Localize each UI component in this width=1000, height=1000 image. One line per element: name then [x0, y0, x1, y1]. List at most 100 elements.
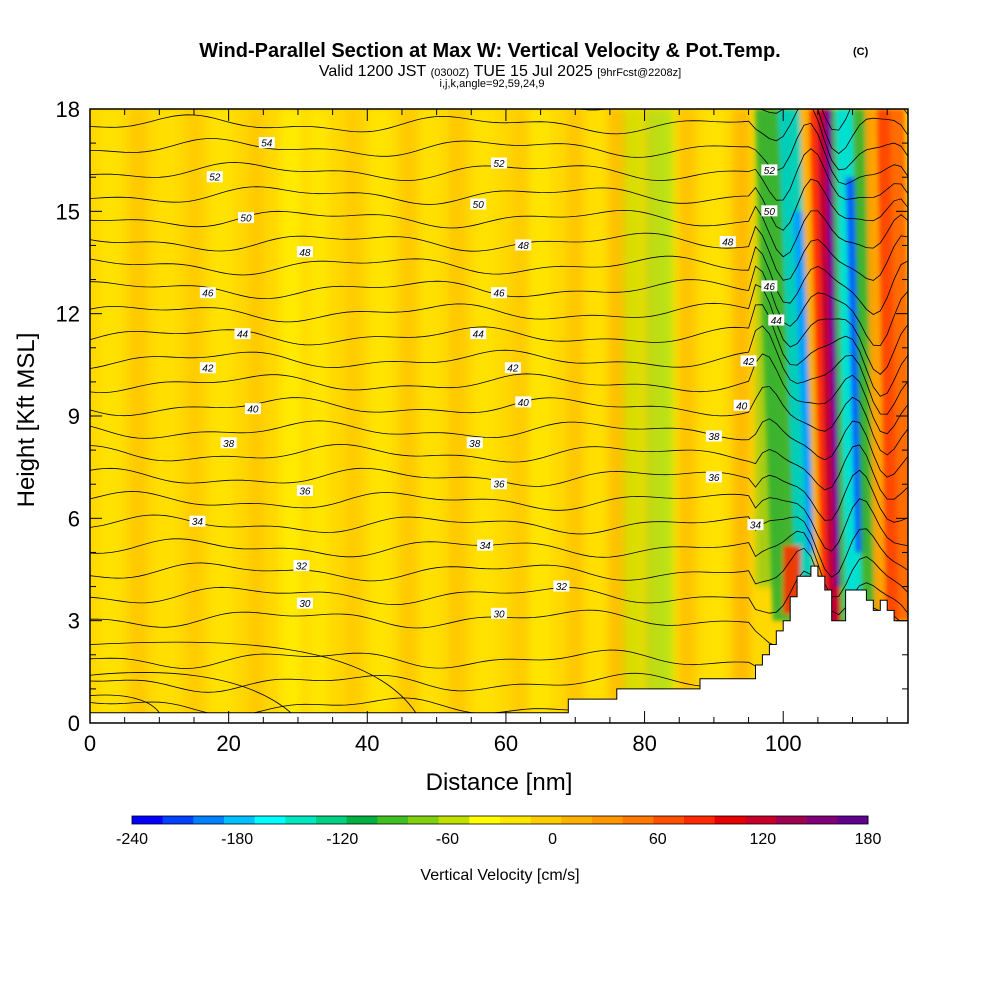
- colorbar-swatch: [132, 816, 164, 824]
- theta-label-text: 50: [764, 207, 776, 218]
- velocity-band-dark: [608, 109, 626, 723]
- theta-label-text: 48: [722, 238, 734, 249]
- theta-label-text: 50: [240, 214, 252, 225]
- colorbar-swatch: [285, 816, 317, 824]
- terrain-mask: [90, 565, 908, 723]
- velocity-band-light: [474, 109, 496, 723]
- theta-contour-label: 44: [768, 314, 785, 327]
- y-tick-label: 6: [68, 506, 80, 531]
- colorbar-swatch: [561, 816, 593, 824]
- theta-label-text: 46: [764, 282, 776, 293]
- theta-label-box: [740, 355, 757, 367]
- theta-label-box: [705, 430, 722, 442]
- theta-label-box: [705, 471, 722, 483]
- colorbar-swatch: [377, 816, 409, 824]
- theta-contour-label: 48: [296, 246, 313, 259]
- theta-label-box: [234, 328, 251, 340]
- theta-contour-label: 52: [206, 171, 223, 184]
- theta-label-box: [189, 515, 206, 527]
- colorbar-swatch: [592, 816, 624, 824]
- theta-contour-label: 38: [466, 437, 483, 450]
- theta-label-text: 48: [518, 241, 530, 252]
- theta-contour-line: [90, 694, 160, 713]
- colorbar-tick-label: -60: [436, 831, 459, 848]
- colorbar-swatch: [346, 816, 378, 824]
- colorbar-swatch: [438, 816, 470, 824]
- theta-label-box: [515, 396, 532, 408]
- colorbar-tick-label: 60: [649, 831, 667, 848]
- theta-label-box: [761, 205, 778, 217]
- theta-contour-line: [90, 641, 417, 713]
- theta-label-box: [491, 287, 507, 299]
- theta-contour-label: 48: [515, 239, 532, 252]
- subtitle-forecast: [9hrFcst@2208z]: [597, 67, 681, 79]
- theta-contour-label: 30: [491, 607, 507, 620]
- velocity-band-dark: [511, 109, 529, 723]
- velocity-band-light: [585, 109, 607, 723]
- y-tick-label: 3: [68, 609, 80, 634]
- colorbar-swatch: [806, 816, 838, 824]
- velocity-band-light: [530, 109, 551, 723]
- theta-contour-label: 30: [296, 597, 313, 610]
- theta-contour-line: [90, 225, 908, 281]
- velocity-band-dark: [345, 109, 362, 723]
- theta-label-text: 34: [750, 521, 762, 532]
- subtitle-utc-time: (0300Z): [431, 67, 470, 79]
- theta-contour-line: [90, 109, 908, 171]
- theta-label-box: [237, 212, 254, 224]
- theta-label-box: [470, 198, 487, 210]
- x-axis-label: Distance [nm]: [426, 769, 573, 796]
- theta-label-text: 42: [743, 357, 755, 368]
- theta-label-text: 42: [202, 364, 214, 375]
- velocity-band-dark: [733, 109, 750, 723]
- y-tick-label: 15: [56, 199, 80, 224]
- colorbar-swatch: [224, 816, 256, 824]
- theta-label-box: [491, 157, 507, 169]
- theta-label-text: 32: [296, 562, 308, 573]
- colorbar-tick-label: -120: [326, 831, 358, 848]
- velocity-band-light: [308, 109, 330, 723]
- theta-contour-label: 50: [470, 198, 487, 211]
- colorbar-swatch: [622, 816, 654, 824]
- theta-label-box: [296, 246, 313, 258]
- colorbar-tick-label: 0: [548, 831, 557, 848]
- theta-contour-label: 42: [199, 362, 216, 375]
- theta-label-box: [761, 280, 778, 292]
- theta-label-box: [768, 314, 785, 326]
- theta-label-box: [206, 171, 223, 183]
- theta-label-text: 48: [299, 248, 311, 259]
- colorbar-tick-label: 180: [855, 831, 882, 848]
- theta-contour-label: 46: [199, 287, 216, 300]
- theta-contour-labels: 54 52 52 52 50 50 50 48 48 48 46 46 46 44 44 44 42 42 42 40…: [189, 137, 785, 620]
- theta-label-text: 36: [493, 480, 505, 491]
- y-tick-label: 18: [56, 97, 80, 122]
- theta-contour-label: 50: [237, 212, 254, 225]
- theta-label-text: 34: [192, 517, 204, 528]
- colorbar-swatch: [776, 816, 808, 824]
- theta-label-text: 36: [708, 473, 720, 484]
- chart-subtitle-indices: i,j,k,angle=92,59,24,9: [440, 78, 545, 90]
- theta-contour-label: 34: [189, 515, 206, 528]
- theta-label-text: 38: [223, 439, 235, 450]
- chart-title-mark: (C): [853, 46, 869, 58]
- velocity-band-dark: [248, 109, 265, 723]
- theta-contour-label: 44: [470, 328, 487, 341]
- theta-contour-label: 40: [515, 396, 532, 409]
- velocity-band-green: [644, 109, 673, 723]
- x-tick-label: 40: [355, 731, 379, 756]
- velocity-band-light: [280, 109, 302, 723]
- theta-contour-line: [90, 443, 908, 500]
- theta-contour-line: [90, 325, 908, 415]
- theta-contour-label: 40: [733, 399, 750, 412]
- theta-label-box: [477, 539, 494, 551]
- theta-contour-label: 36: [705, 471, 722, 484]
- theta-label-text: 44: [771, 316, 783, 327]
- theta-contour-label: 54: [258, 137, 275, 150]
- theta-label-text: 32: [556, 582, 568, 593]
- theta-label-text: 40: [736, 401, 748, 412]
- theta-contour-line: [90, 246, 908, 315]
- velocity-core: [755, 109, 908, 655]
- theta-label-text: 50: [473, 200, 485, 211]
- theta-contour-line: [90, 514, 908, 578]
- theta-label-box: [491, 607, 507, 619]
